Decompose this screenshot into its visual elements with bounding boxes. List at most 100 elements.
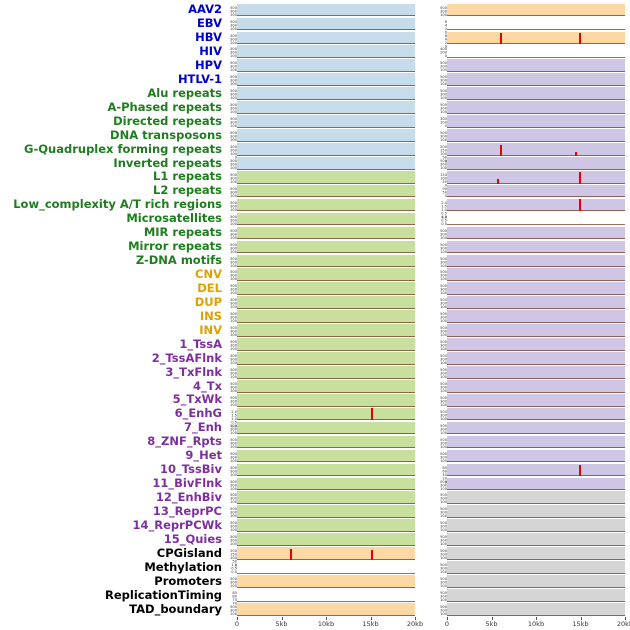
y-tick-label: 500 bbox=[440, 409, 447, 414]
track bbox=[447, 45, 625, 59]
y-tick-label: 100 bbox=[230, 458, 237, 463]
y-tick-label: 100 bbox=[440, 444, 447, 450]
track bbox=[237, 407, 415, 421]
track bbox=[447, 310, 625, 323]
track-row: A-Phased repeats 500 300 100 500 300 100 bbox=[0, 101, 630, 115]
y-tick-label: 100 bbox=[230, 26, 237, 31]
y-tick-label: 150 bbox=[440, 172, 447, 178]
y-tick-label: 500 bbox=[440, 577, 447, 582]
y-tick-label: 1.0 bbox=[441, 214, 447, 219]
track bbox=[237, 212, 415, 226]
baseline bbox=[447, 84, 625, 86]
row-label: A-Phased repeats bbox=[107, 99, 222, 114]
y-tick-label: 150 bbox=[230, 552, 237, 557]
y-tick-label: 300 bbox=[440, 301, 447, 307]
y-tick-label: 80 bbox=[442, 465, 447, 470]
x-tick-label: 10kb bbox=[317, 619, 335, 628]
row-label: DEL bbox=[197, 280, 222, 295]
y-tick-label: 500 bbox=[230, 340, 237, 345]
x-tick-label: 5kb bbox=[485, 619, 498, 628]
y-tick-label: 300 bbox=[230, 315, 237, 321]
y-tick-label: 100 bbox=[440, 403, 447, 408]
y-axis-ticks: 500 300 100 bbox=[230, 201, 237, 212]
y-tick-label: 1.5 bbox=[231, 413, 237, 418]
baseline bbox=[237, 252, 415, 254]
signal-spike bbox=[575, 151, 578, 156]
x-tick-label: 15kb bbox=[572, 619, 589, 628]
baseline bbox=[447, 210, 625, 212]
y-axis-ticks: 500 300 100 bbox=[230, 382, 237, 393]
y-tick-label: 100 bbox=[230, 110, 237, 115]
y-tick-label: 0 bbox=[444, 124, 447, 129]
track-row: INV 500 300 100 500 300 100 bbox=[0, 324, 630, 338]
y-axis-ticks: 500 300 100 bbox=[230, 215, 237, 226]
y-axis-ticks: 500 300 100 bbox=[230, 229, 237, 240]
track bbox=[237, 602, 415, 616]
baseline bbox=[447, 586, 625, 588]
track bbox=[237, 366, 415, 379]
y-tick-label: 100 bbox=[230, 305, 237, 310]
row-label: Methylation bbox=[144, 559, 222, 574]
y-tick-label: 300 bbox=[230, 64, 237, 70]
y-axis-ticks: 500 300 100 bbox=[230, 173, 237, 184]
baseline bbox=[447, 572, 625, 574]
y-tick-label: 300 bbox=[440, 106, 447, 111]
track bbox=[447, 449, 625, 463]
y-tick-label: 0 bbox=[444, 159, 447, 164]
y-axis-ticks: 500 300 100 bbox=[440, 159, 447, 170]
x-tick-label: 5kb bbox=[275, 619, 288, 628]
y-tick-label: 300 bbox=[230, 524, 237, 530]
baseline bbox=[447, 154, 625, 156]
baseline bbox=[237, 391, 415, 393]
y-tick-label: 500 bbox=[230, 103, 237, 108]
y-tick-label: 2 bbox=[444, 26, 447, 31]
signal-spike bbox=[496, 179, 499, 184]
y-axis-ticks: 500 300 100 bbox=[230, 326, 237, 337]
y-axis-ticks: 500 300 100 bbox=[440, 299, 447, 310]
track bbox=[237, 156, 415, 170]
y-axis-ticks: 500 300 100 bbox=[230, 508, 237, 519]
track bbox=[447, 379, 625, 393]
baseline bbox=[237, 461, 415, 463]
y-tick-label: 500 bbox=[440, 535, 447, 540]
y-tick-label: 100 bbox=[440, 152, 447, 157]
y-axis-ticks: 500 300 100 bbox=[440, 313, 447, 324]
y-tick-label: 4 bbox=[444, 37, 447, 42]
track-row: 1_TssA 500 300 100 500 300 100 bbox=[0, 338, 630, 352]
y-tick-label: 100 bbox=[440, 305, 447, 310]
y-tick-label: 200 bbox=[230, 148, 237, 153]
track bbox=[237, 477, 415, 491]
y-tick-label: 0 bbox=[234, 155, 237, 160]
track bbox=[447, 589, 625, 602]
y-axis-ticks: 85 80 75 70 bbox=[230, 591, 237, 605]
y-axis-ticks: 500 300 100 bbox=[230, 187, 237, 198]
y-tick-label: 100 bbox=[440, 110, 447, 115]
track-row: MIR repeats 500 300 100 500 300 100 bbox=[0, 226, 630, 240]
y-tick-label: 80 bbox=[232, 594, 237, 599]
y-tick-label: 500 bbox=[230, 367, 237, 373]
signal-spike bbox=[578, 33, 581, 45]
y-tick-label: 60 bbox=[442, 469, 447, 474]
y-tick-label: 100 bbox=[440, 319, 447, 324]
baseline bbox=[237, 238, 415, 240]
y-axis-ticks: 500 300 100 bbox=[440, 131, 447, 142]
x-tick-label: 15kb bbox=[362, 619, 379, 628]
y-tick-label: 300 bbox=[230, 399, 237, 404]
row-label: ReplicationTiming bbox=[104, 587, 222, 602]
y-tick-label: 0 bbox=[444, 183, 447, 188]
y-axis-ticks: 500 300 100 bbox=[230, 536, 237, 547]
y-axis-ticks: 500 300 100 bbox=[230, 522, 237, 533]
row-label: 10_TssBiv bbox=[160, 462, 222, 477]
y-tick-label: 500 bbox=[230, 131, 237, 136]
y-axis-ticks: 500 300 100 bbox=[440, 563, 447, 574]
row-label: HPV bbox=[195, 57, 222, 72]
y-axis-ticks: 500 300 100 bbox=[440, 90, 447, 101]
y-tick-label: 100 bbox=[230, 82, 237, 87]
track bbox=[447, 129, 625, 142]
y-tick-label: 100 bbox=[230, 291, 237, 296]
y-axis-ticks: 500 300 100 bbox=[230, 117, 237, 128]
y-tick-label: 100 bbox=[230, 152, 237, 157]
y-tick-label: 500 bbox=[440, 228, 447, 233]
y-axis-ticks: 500 300 100 bbox=[440, 508, 447, 519]
x-tick-mark bbox=[415, 617, 416, 621]
